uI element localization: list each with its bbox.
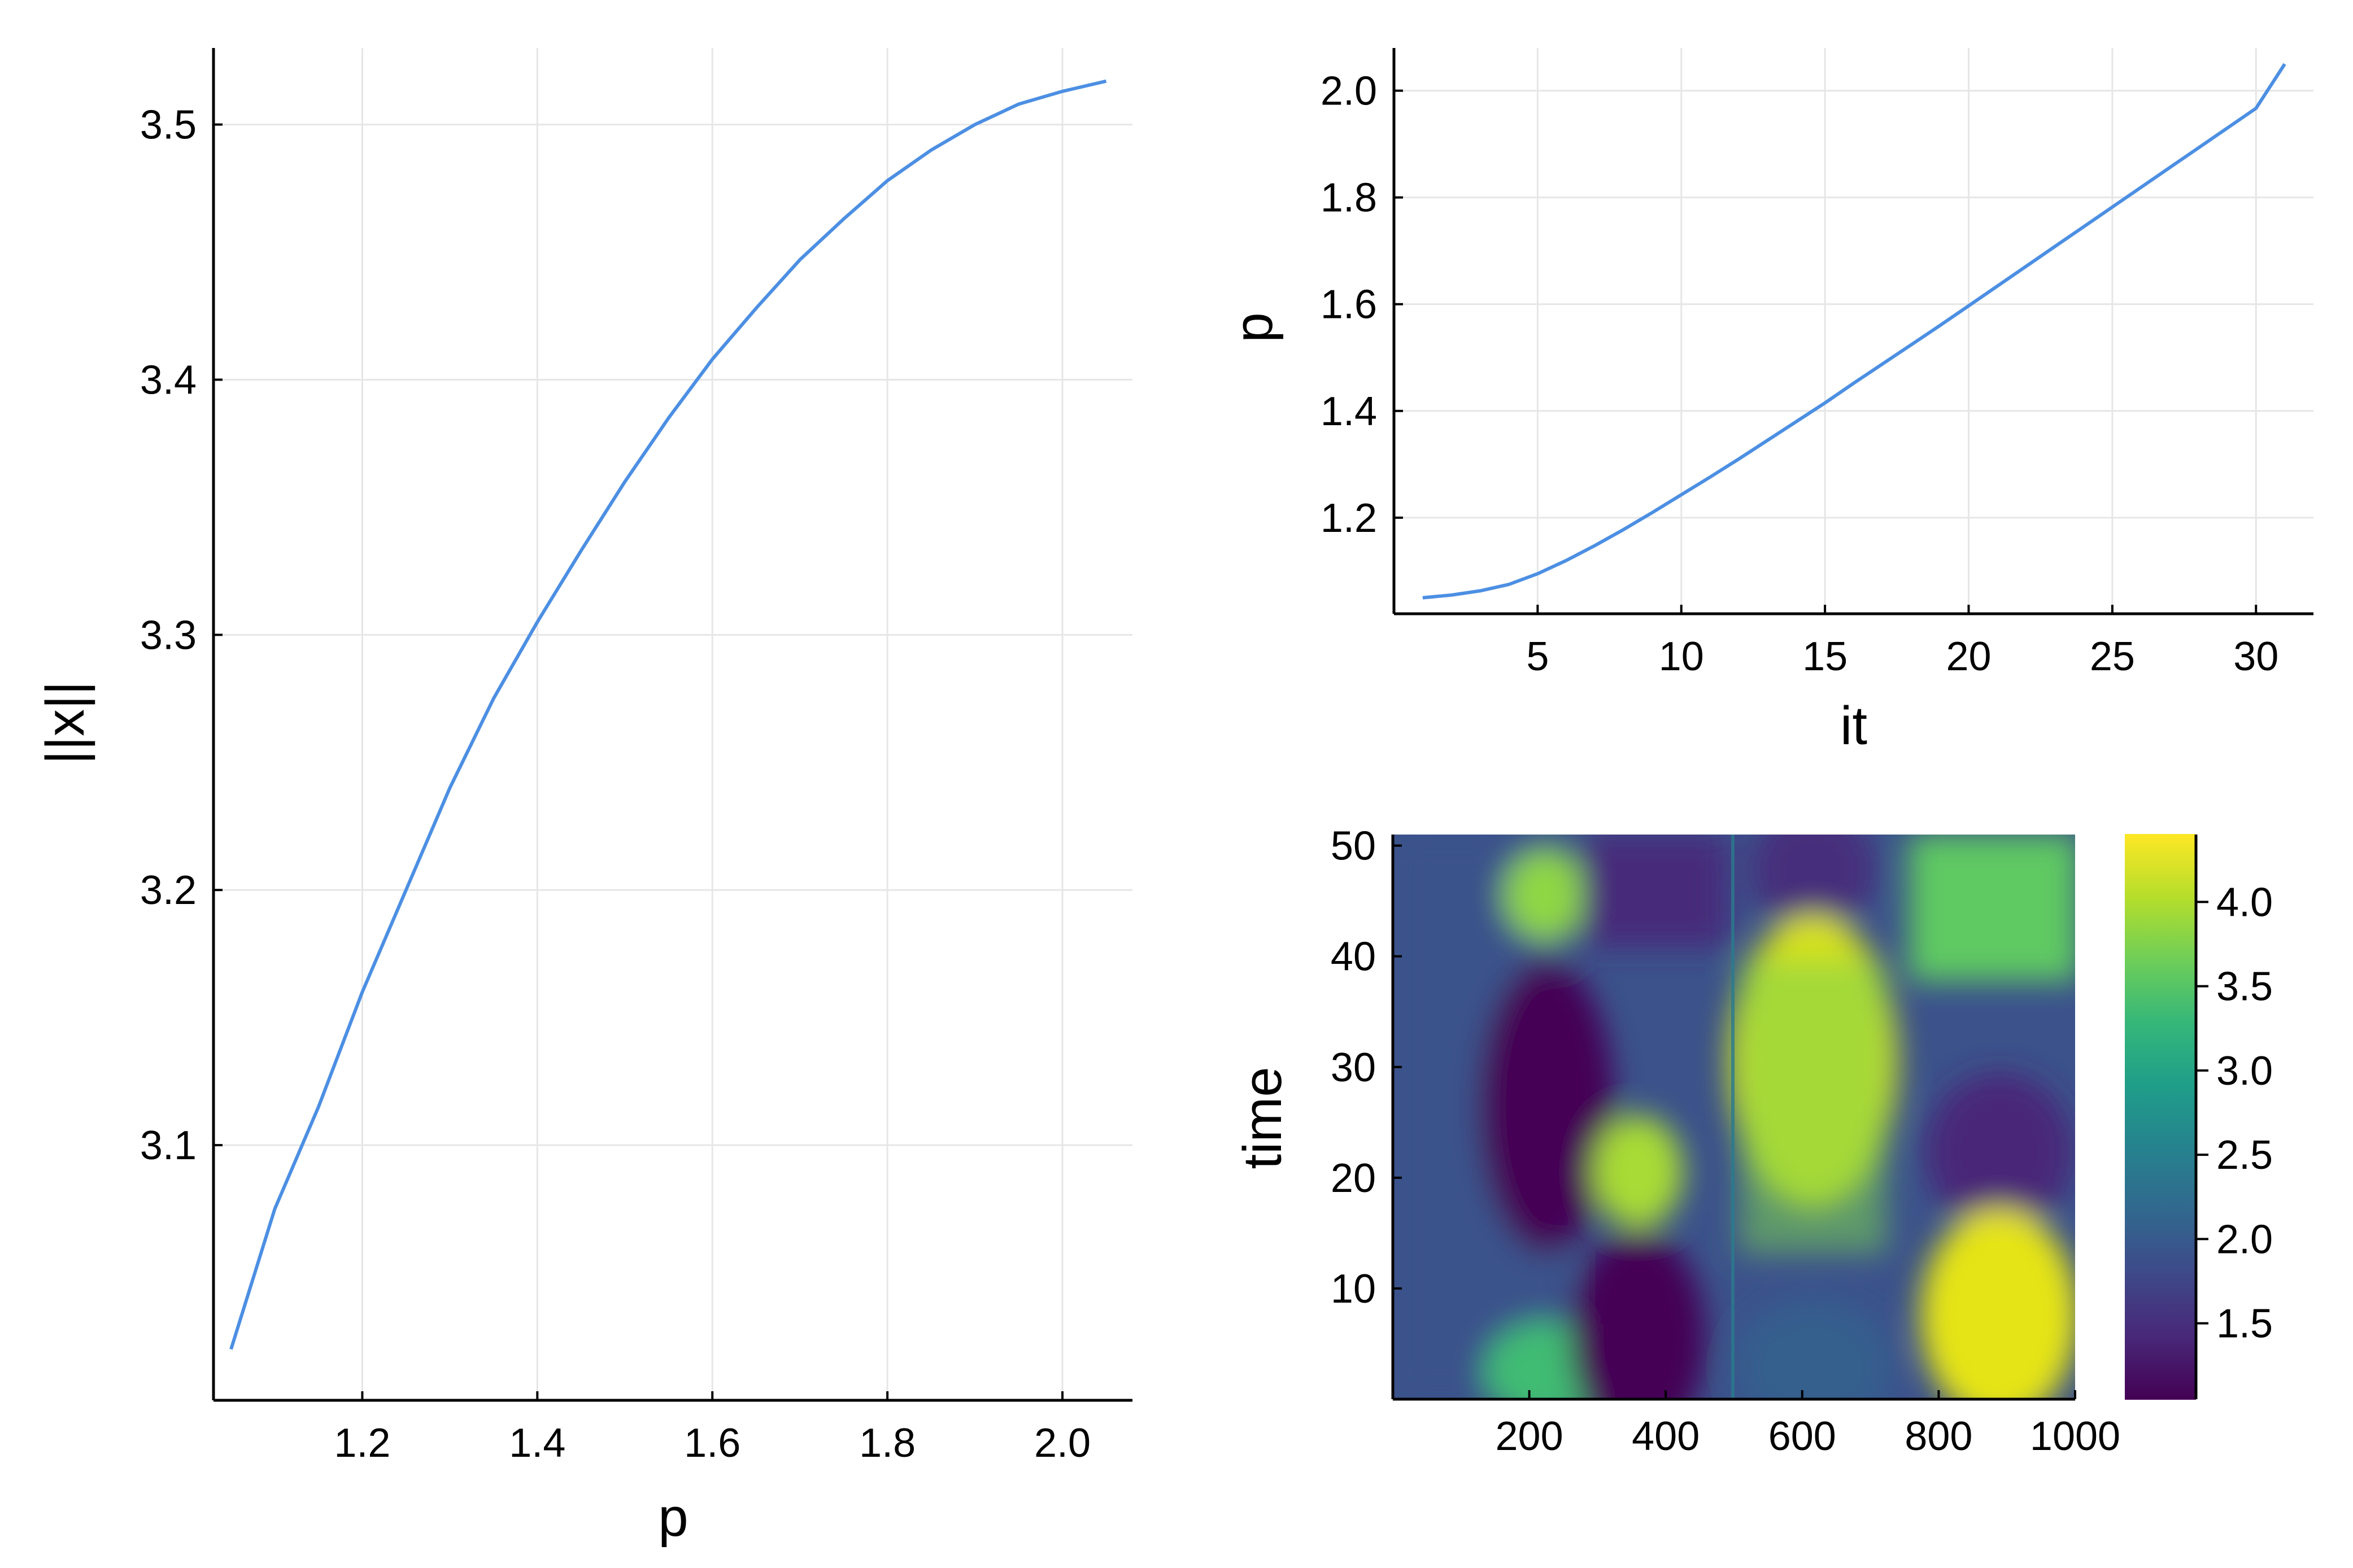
- norm-vs-p-axes: [212, 48, 1132, 1402]
- heatmap-ytick-label-1: 20: [1331, 1156, 1376, 1201]
- norm-vs-p-ylabel: ||x||: [35, 681, 95, 765]
- heatmap-xtick-label-0: 200: [1496, 1414, 1563, 1459]
- colorbar-gradient-fill: [2125, 835, 2196, 1399]
- colorbar-tick-label-1: 2.0: [2216, 1217, 2273, 1262]
- norm-vs-p-xtick-label-3: 1.8: [859, 1421, 916, 1466]
- p-vs-it-xtick-label-2: 15: [1802, 634, 1847, 679]
- heatmap-xtick-label-1: 400: [1632, 1414, 1700, 1459]
- norm-vs-p-xtick-label-1: 1.4: [509, 1421, 565, 1466]
- colorbar-tick-label-3: 3.0: [2216, 1049, 2273, 1094]
- p-vs-it-xtick-label-5: 30: [2233, 634, 2278, 679]
- p-vs-it-xlabel: it: [1840, 696, 1867, 756]
- p-vs-it-ytick-label-0: 1.2: [1321, 496, 1377, 541]
- colorbar-tick-label-4: 3.5: [2216, 964, 2273, 1010]
- p-vs-it-ticks: 5 10 15 20 25 30 1.2 1.4 1.6 1.8 2.0: [1321, 69, 2278, 679]
- hm-blob-c4-bottom-yellow: [1920, 1208, 2075, 1399]
- norm-vs-p-series: [229, 79, 1107, 1350]
- heatmap-image: [1393, 835, 2075, 1399]
- norm-vs-p-xtick-label-0: 1.2: [334, 1421, 390, 1466]
- norm-vs-p-ytick-label-3: 3.4: [140, 357, 197, 403]
- norm-vs-p-xtick-label-2: 1.6: [684, 1421, 740, 1466]
- norm-vs-p-ytick-label-1: 3.2: [140, 868, 197, 913]
- norm-vs-p-line: [229, 79, 1107, 1350]
- heatmap-ytick-label-3: 40: [1331, 934, 1376, 980]
- colorbar-gradient: [2125, 834, 2198, 1400]
- colorbar-tick-label-0: 1.5: [2216, 1301, 2273, 1347]
- p-vs-it-ytick-label-2: 1.6: [1321, 282, 1377, 327]
- p-vs-it-line: [1422, 63, 2286, 600]
- norm-vs-p-xtick-label-4: 2.0: [1034, 1421, 1091, 1466]
- p-vs-it-xtick-label-4: 25: [2090, 634, 2135, 679]
- p-vs-it-ytick-label-4: 2.0: [1321, 69, 1377, 114]
- norm-vs-p-ytick-label-4: 3.5: [140, 103, 197, 148]
- hm-blob-c3-top-dark: [1751, 835, 1875, 932]
- heatmap-ylabel: time: [1232, 1067, 1293, 1169]
- heatmap-ticks: 200 400 600 800 1000 10 20 30 40 50: [1331, 824, 2120, 1459]
- p-vs-it-xtick-label-1: 10: [1659, 634, 1704, 679]
- p-vs-it-panel: 5 10 15 20 25 30 1.2 1.4 1.6 1.8 2.0 it p: [1223, 48, 2313, 756]
- heatmap-panel: 200 400 600 800 1000 10 20 30 40 50 time 1.5 2.0 2.…: [1232, 824, 2273, 1459]
- p-vs-it-grid: [1394, 48, 2313, 614]
- p-vs-it-xtick-label-0: 5: [1526, 634, 1549, 679]
- p-vs-it-xtick-label-3: 20: [1946, 634, 1991, 679]
- hm-blob-c1-top-bright: [1504, 850, 1589, 940]
- norm-vs-p-panel: 1.2 1.4 1.6 1.8 2.0 3.1 3.2 3.3 3.4 3.5 p ||x||: [35, 48, 1132, 1548]
- heatmap-axes: [1391, 835, 2075, 1401]
- norm-vs-p-ytick-label-2: 3.3: [140, 613, 197, 658]
- heatmap-ytick-label-4: 50: [1331, 824, 1376, 869]
- norm-vs-p-ticks: 1.2 1.4 1.6 1.8 2.0 3.1 3.2 3.3 3.4 3.5: [140, 103, 1091, 1466]
- hm-blob-c1-mid-dark: [1479, 960, 1614, 1253]
- heatmap-ytick-label-0: 10: [1331, 1266, 1376, 1312]
- norm-vs-p-ytick-label-0: 3.1: [140, 1123, 197, 1168]
- hm-col4-top-green: [1909, 835, 2075, 981]
- p-vs-it-series: [1422, 63, 2286, 600]
- norm-vs-p-xlabel: p: [658, 1487, 688, 1548]
- hm-col2-top-dark: [1581, 835, 1728, 947]
- heatmap-colorbar: 1.5 2.0 2.5 3.0 3.5 4.0: [2125, 834, 2273, 1400]
- heatmap-ytick-label-2: 30: [1331, 1045, 1376, 1090]
- p-vs-it-ytick-label-1: 1.4: [1321, 389, 1377, 434]
- heatmap-xtick-label-4: 1000: [2030, 1414, 2120, 1459]
- colorbar-ticks: 1.5 2.0 2.5 3.0 3.5 4.0: [2196, 880, 2273, 1347]
- heatmap-xtick-label-2: 600: [1768, 1414, 1836, 1459]
- hm-col3-mid-green: [1740, 960, 1886, 1253]
- p-vs-it-axes: [1392, 48, 2313, 615]
- colorbar-tick-label-2: 2.5: [2216, 1133, 2273, 1178]
- hm-blob-c2-bottom-dark: [1570, 1231, 1706, 1399]
- norm-vs-p-grid: [213, 48, 1132, 1400]
- p-vs-it-ylabel: p: [1223, 312, 1284, 342]
- colorbar-tick-label-5: 4.0: [2216, 880, 2273, 925]
- hm-blob-c4-mid-dark: [1926, 1073, 2073, 1231]
- hm-blob-c3-bottom-blue: [1734, 1299, 1892, 1399]
- p-vs-it-ytick-label-3: 1.8: [1321, 176, 1377, 221]
- hm-blob-c2-mid-bright: [1593, 1115, 1683, 1228]
- heatmap-xtick-label-3: 800: [1905, 1414, 1972, 1459]
